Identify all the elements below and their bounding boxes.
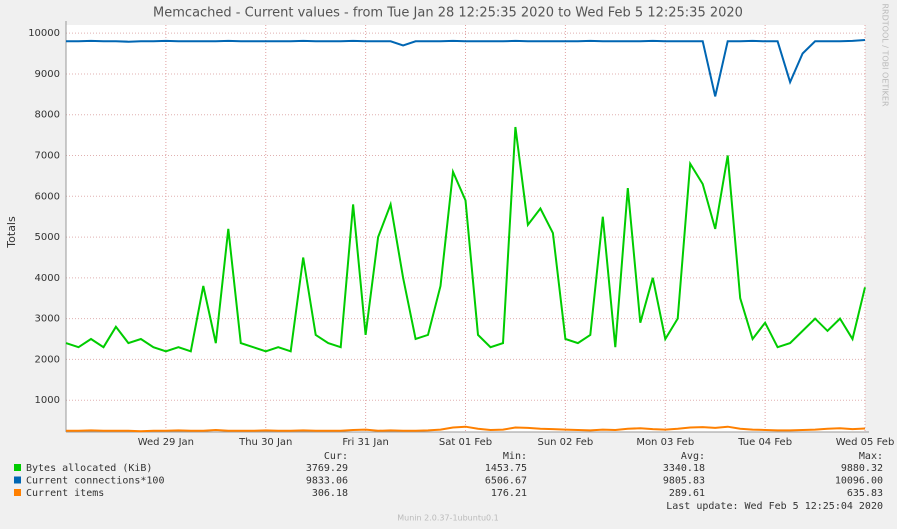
x-tick-label: Thu 30 Jan	[238, 437, 292, 448]
watermark: RRDTOOL / TOBI OETIKER	[881, 3, 890, 106]
y-tick-label: 8000	[35, 110, 60, 121]
x-tick-label: Fri 31 Jan	[342, 437, 388, 448]
stat-value: 6506.67	[485, 476, 527, 487]
legend-label: Current connections*100	[26, 476, 164, 487]
y-tick-label: 4000	[35, 273, 60, 284]
y-tick-label: 3000	[35, 314, 60, 325]
y-tick-label: 1000	[35, 395, 60, 406]
stat-value: 289.61	[669, 488, 705, 499]
legend-swatch	[14, 489, 21, 496]
stat-value: 9833.06	[306, 476, 348, 487]
series-line	[65, 126, 866, 353]
x-tick-label: Wed 29 Jan	[138, 437, 194, 448]
legend-label: Current items	[26, 488, 104, 499]
legend-swatch	[14, 464, 21, 471]
chart-title: Memcached - Current values - from Tue Ja…	[153, 6, 743, 21]
y-tick-label: 10000	[28, 28, 60, 39]
y-axis-label: Totals	[5, 216, 18, 249]
x-tick-label: Wed 05 Feb	[836, 437, 895, 448]
stat-value: 3769.29	[306, 463, 348, 474]
stat-value: 9880.32	[841, 463, 883, 474]
series-line	[66, 39, 866, 97]
stat-header: Avg:	[681, 451, 705, 462]
y-tick-label: 9000	[35, 69, 60, 80]
x-tick-label: Sun 02 Feb	[537, 437, 593, 448]
y-tick-label: 7000	[35, 151, 60, 162]
stat-header: Min:	[503, 451, 527, 462]
stat-value: 10096.00	[835, 476, 883, 487]
legend-label: Bytes allocated (KiB)	[26, 463, 152, 474]
stat-value: 176.21	[491, 488, 527, 499]
stat-value: 635.83	[847, 488, 883, 499]
stat-header: Max:	[859, 451, 883, 462]
last-update: Last update: Wed Feb 5 12:25:04 2020	[666, 501, 883, 512]
stat-value: 3340.18	[663, 463, 705, 474]
stat-value: 306.18	[312, 488, 348, 499]
x-tick-label: Mon 03 Feb	[636, 437, 694, 448]
stat-value: 9805.83	[663, 476, 705, 487]
y-tick-label: 6000	[35, 191, 60, 202]
stat-header: Cur:	[324, 451, 348, 462]
y-tick-label: 2000	[35, 354, 60, 365]
footer: Munin 2.0.37-1ubuntu0.1	[397, 514, 499, 523]
x-tick-label: Tue 04 Feb	[737, 437, 792, 448]
y-tick-label: 5000	[35, 232, 60, 243]
x-tick-label: Sat 01 Feb	[439, 437, 492, 448]
legend-swatch	[14, 476, 21, 484]
series-line	[66, 425, 866, 433]
stat-value: 1453.75	[485, 463, 527, 474]
